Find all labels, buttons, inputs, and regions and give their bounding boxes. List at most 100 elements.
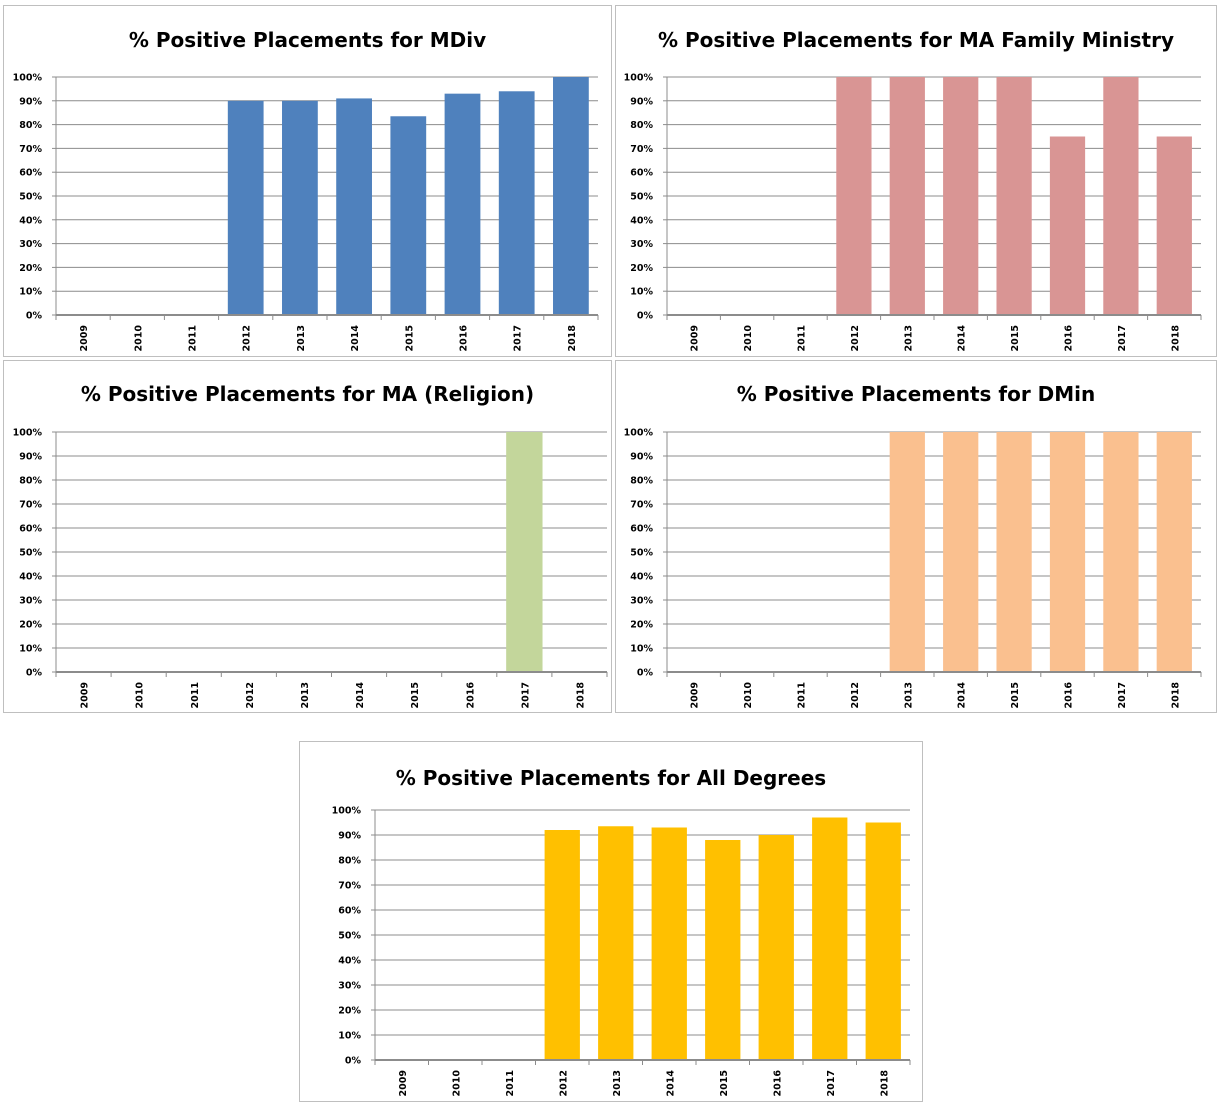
chart-plot-all-degrees: 0% 10% 20% 30% 40% 50% 60% 70% 80% 90% 100% 2009 201… [332,806,911,1097]
y-tick-label: 20% [19,263,42,274]
bar-2017 [812,817,848,1060]
x-tick-label: 2011 [797,682,808,708]
x-tick-label: 2011 [797,325,808,351]
y-tick-label: 70% [338,881,361,892]
y-tick-label: 0% [26,311,43,322]
x-tick-label: 2011 [190,682,201,708]
x-tick-label: 2018 [575,682,586,709]
x-tick-label: 2015 [410,682,421,708]
x-tick-label: 2014 [957,325,968,352]
y-tick-label: 10% [19,287,42,298]
y-tick-label: 60% [630,168,653,179]
y-tick-label: 100% [624,428,654,439]
y-tick-label: 100% [13,73,43,84]
x-tick-label: 2010 [451,1070,462,1097]
x-tick-label: 2009 [79,325,90,351]
x-tick-label: 2016 [465,682,476,709]
y-tick-label: 60% [19,168,42,179]
x-tick-label: 2011 [505,1070,516,1096]
chart-panel-ma-family-ministry: % Positive Placements for MA Family Mini… [615,5,1217,357]
chart-plot-mdiv: 0% 10% 20% 30% 40% 50% 60% 70% 80% 90% 100% 2009 201… [13,73,599,352]
bar-2014 [336,98,372,315]
x-tick-label: 2017 [513,325,524,351]
x-tick-label: 2009 [690,325,701,351]
bar-2017 [1103,77,1139,315]
y-tick-label: 30% [338,981,361,992]
x-tick-label: 2016 [1064,682,1075,709]
y-tick-label: 80% [630,476,653,487]
x-tick-label: 2009 [80,682,91,708]
bar-2018 [1156,432,1192,672]
x-tick-label: 2015 [1010,682,1021,708]
x-tick-label: 2012 [558,1070,569,1096]
x-tick-label: 2018 [1170,682,1181,709]
chart-title: % Positive Placements for MDiv [128,28,487,52]
x-tick-label: 2010 [743,325,754,352]
chart-panel-dmin: % Positive Placements for DMin 0% 10% 20% 3… [615,360,1217,713]
bar-2016 [1049,136,1086,315]
x-tick-label: 2017 [1117,325,1128,351]
x-tick-label: 2012 [245,682,256,708]
y-tick-label: 70% [630,144,653,155]
bar-2012 [544,830,580,1060]
bar-2013 [889,77,925,315]
y-tick-label: 0% [26,668,43,679]
y-tick-label: 70% [19,144,42,155]
x-tick-label: 2014 [355,682,366,709]
y-tick-label: 40% [19,572,42,583]
y-tick-label: 0% [637,668,654,679]
x-tick-label: 2014 [957,682,968,709]
y-tick-label: 60% [19,524,42,535]
y-tick-label: 50% [630,548,653,559]
y-tick-label: 10% [630,287,653,298]
y-tick-label: 90% [19,452,42,463]
y-tick-label: 20% [630,620,653,631]
y-tick-label: 30% [630,239,653,250]
x-tick-label: 2014 [665,1070,676,1097]
bar-2016 [758,835,794,1060]
y-tick-label: 50% [19,548,42,559]
y-tick-label: 80% [338,856,361,867]
y-tick-label: 0% [345,1056,362,1067]
bar-2014 [651,827,687,1060]
x-tick-label: 2017 [826,1070,837,1096]
bar-2017 [498,91,535,315]
x-tick-label: 2014 [350,325,361,352]
bar-2016 [444,93,481,315]
x-tick-label: 2013 [903,682,914,708]
x-tick-label: 2013 [296,325,307,351]
y-tick-label: 100% [624,73,654,84]
y-tick-label: 40% [630,572,653,583]
x-tick-label: 2016 [1064,325,1075,352]
x-tick-label: 2013 [612,1070,623,1096]
y-tick-label: 30% [19,239,42,250]
bar-2013 [889,432,925,672]
x-tick-label: 2018 [567,325,578,352]
bar-2016 [1049,432,1086,672]
y-tick-label: 50% [19,192,42,203]
x-tick-label: 2012 [850,682,861,708]
y-tick-label: 80% [630,120,653,131]
y-tick-label: 40% [630,215,653,226]
y-tick-label: 90% [630,96,653,107]
bar-2015 [705,840,741,1060]
x-tick-label: 2015 [719,1070,730,1096]
x-tick-label: 2016 [772,1070,783,1097]
chart-panel-ma-religion: % Positive Placements for MA (Religion) … [3,360,612,713]
bar-2012 [227,100,264,315]
chart-plot-ma-family-ministry: 0% 10% 20% 30% 40% 50% 60% 70% 80% 90% 100% 2009 201… [624,73,1202,352]
y-tick-label: 90% [19,96,42,107]
y-tick-label: 100% [332,806,362,817]
bar-2017 [506,432,543,672]
chart-title: % Positive Placements for MA (Religion) [80,382,535,406]
y-tick-label: 70% [630,500,653,511]
y-tick-label: 80% [19,120,42,131]
y-tick-label: 60% [630,524,653,535]
bar-2012 [836,77,872,315]
x-tick-label: 2010 [133,325,144,352]
y-tick-label: 10% [630,644,653,655]
x-tick-label: 2015 [404,325,415,351]
x-tick-label: 2011 [188,325,199,351]
x-tick-label: 2017 [1117,682,1128,708]
x-tick-label: 2009 [690,682,701,708]
